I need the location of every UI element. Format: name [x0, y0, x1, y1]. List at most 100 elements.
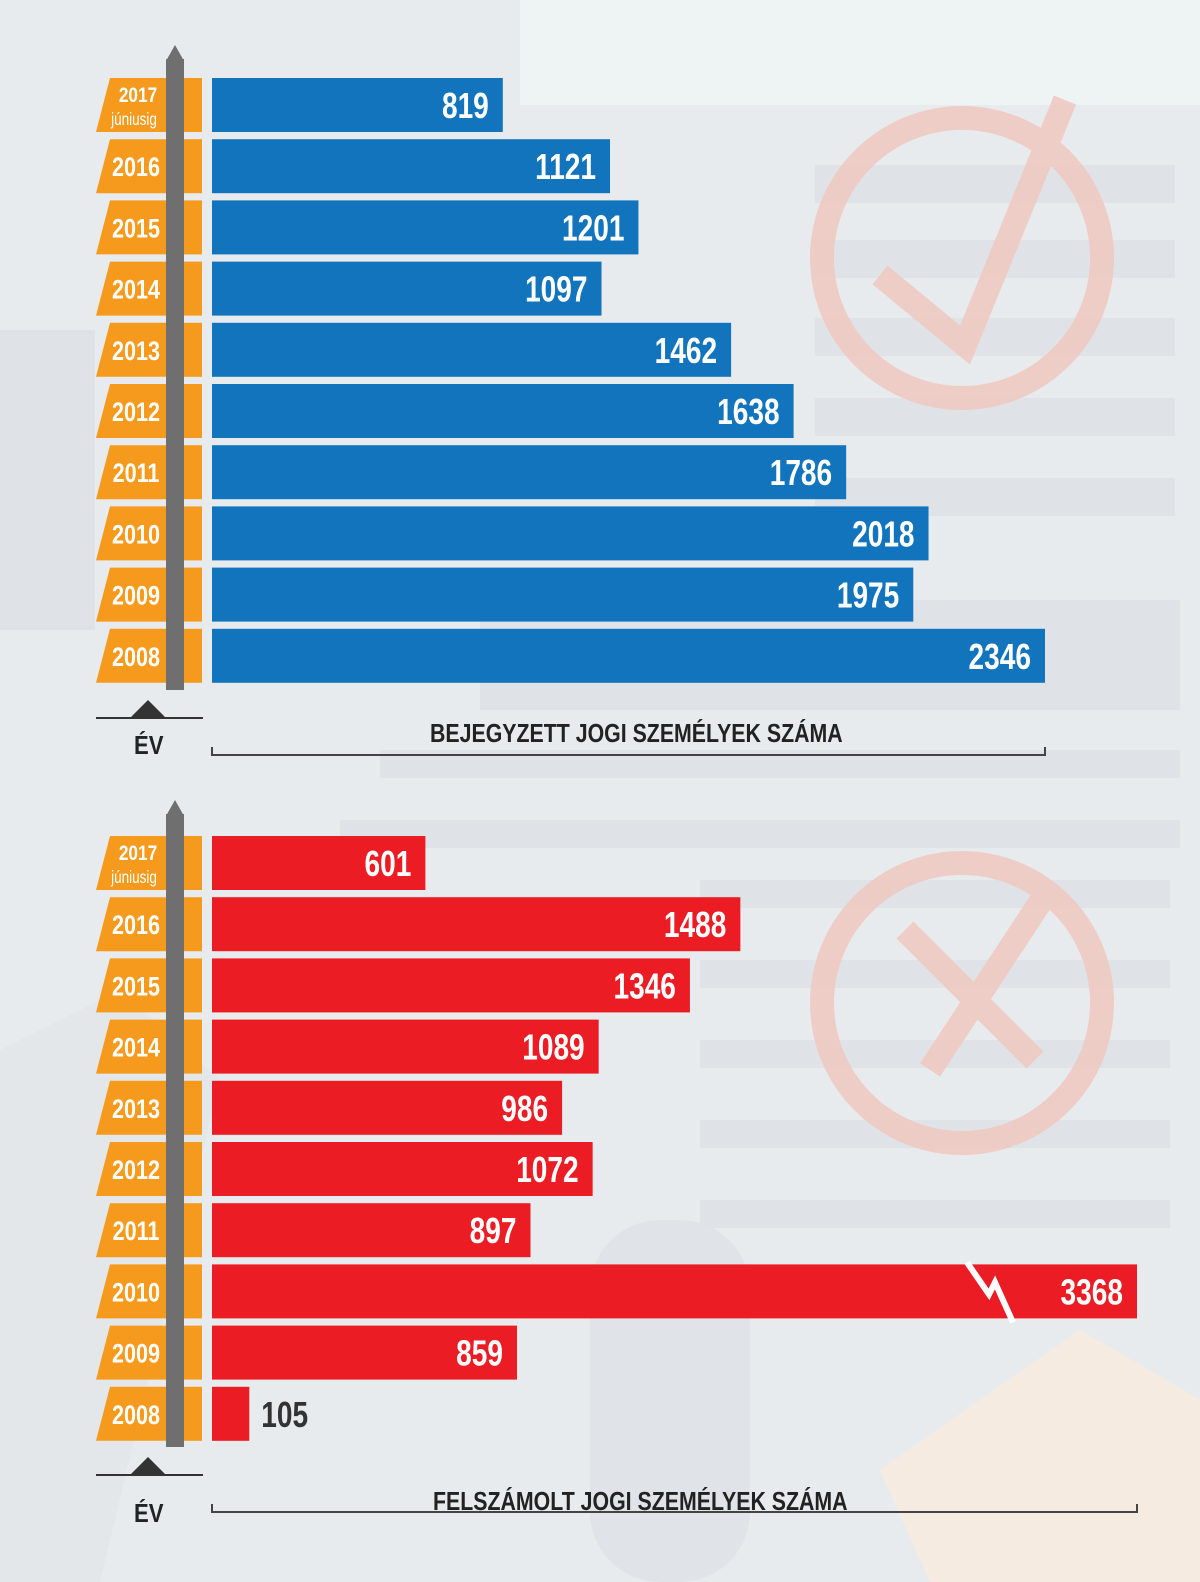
- year-tag-tail: [184, 958, 202, 1013]
- value-label: 2346: [969, 636, 1031, 676]
- year-tag: [96, 261, 166, 316]
- year-label: 2011: [113, 1217, 160, 1247]
- year-label: 2008: [112, 643, 160, 673]
- bar: [212, 200, 639, 255]
- bar: [212, 1203, 531, 1258]
- axis-break-icon: [964, 1260, 1016, 1324]
- year-label: 2015: [112, 972, 160, 1002]
- year-tag-tail: [184, 1019, 202, 1074]
- bar: [212, 1386, 250, 1441]
- bar: [212, 958, 690, 1013]
- year-tag: [96, 1142, 166, 1196]
- year-tag-tail: [184, 322, 202, 377]
- year-tag-tail: [184, 1142, 202, 1196]
- value-axis-bracket: [211, 747, 1046, 756]
- year-tag: [96, 1264, 166, 1319]
- value-label: 1638: [717, 392, 779, 432]
- year-label: 2015: [112, 214, 160, 244]
- year-label: 2014: [112, 275, 160, 305]
- up-triangle-icon: [130, 700, 166, 718]
- year-label: 2013: [112, 337, 160, 367]
- year-tag-tail: [184, 200, 202, 255]
- year-tag: [96, 567, 166, 622]
- value-label: 1072: [516, 1150, 578, 1190]
- value-label: 1089: [522, 1027, 584, 1067]
- year-label: 2009: [112, 1339, 160, 1369]
- value-label: 601: [365, 844, 412, 884]
- year-tag-tail: [184, 506, 202, 561]
- value-label: 1786: [770, 453, 832, 493]
- year-tag: [96, 445, 166, 500]
- year-label: 2010: [112, 520, 160, 550]
- year-tag: [96, 836, 166, 890]
- year-label: 2011: [113, 459, 160, 489]
- value-label: 1975: [837, 575, 899, 615]
- timeline-arrow-icon: [166, 800, 184, 816]
- timeline-arrow-icon: [166, 45, 184, 61]
- chart-title: BEJEGYZETT JOGI SZEMÉLYEK SZÁMA: [430, 718, 843, 748]
- year-tag-tail: [184, 1080, 202, 1135]
- value-label: 2018: [852, 514, 914, 554]
- year-tag-tail: [184, 261, 202, 316]
- year-tag: [96, 958, 166, 1013]
- year-sublabel: júniusig: [110, 868, 157, 887]
- year-tag-tail: [184, 836, 202, 890]
- value-label: 1346: [613, 966, 675, 1006]
- year-label: 2010: [112, 1278, 160, 1308]
- bar: [212, 1080, 563, 1135]
- bar: [212, 1142, 593, 1196]
- bar: [212, 322, 732, 377]
- year-tag: [96, 200, 166, 255]
- year-tag-tail: [184, 567, 202, 622]
- year-sublabel: júniusig: [110, 110, 157, 129]
- value-axis-bracket: [211, 1504, 1138, 1513]
- year-tag: [96, 78, 166, 132]
- year-tag-tail: [184, 78, 202, 132]
- bar: [212, 897, 741, 952]
- timeline-axis: [166, 814, 184, 1447]
- registered-entities-chart: 2017 júniusig 819 2016 1121 2015 1201 2014 1097 2…: [0, 0, 1200, 780]
- year-label: 2013: [112, 1095, 160, 1125]
- bar: [212, 261, 602, 316]
- year-label: 2012: [112, 398, 160, 428]
- year-label: 2016: [112, 911, 160, 941]
- year-tag-tail: [184, 1264, 202, 1319]
- check-icon: [810, 95, 1114, 410]
- bar: [212, 78, 503, 132]
- value-label: 1121: [535, 147, 596, 187]
- cross-icon: [810, 851, 1114, 1155]
- year-label: 2009: [112, 581, 160, 611]
- year-tag-tail: [184, 445, 202, 500]
- year-tag: [96, 506, 166, 561]
- year-tag-tail: [184, 628, 202, 683]
- bar: [212, 567, 914, 622]
- year-tag-tail: [184, 897, 202, 952]
- year-tag: [96, 897, 166, 952]
- year-tag-tail: [184, 1386, 202, 1441]
- value-label: 859: [456, 1333, 503, 1373]
- year-tag: [96, 1080, 166, 1135]
- registered-entities-plot: 2017 júniusig 819 2016 1121 2015 1201 2014 1097 2…: [96, 45, 1046, 756]
- bar: [212, 628, 1045, 683]
- value-label: 3368: [1061, 1272, 1123, 1312]
- timeline-axis: [166, 59, 184, 690]
- year-tag: [96, 322, 166, 377]
- year-tag: [96, 628, 166, 683]
- chart-title: FELSZÁMOLT JOGI SZEMÉLYEK SZÁMA: [433, 1486, 848, 1516]
- year-label: 2016: [112, 153, 160, 183]
- up-triangle-icon: [130, 1457, 166, 1475]
- year-tag: [96, 384, 166, 438]
- year-tag: [96, 1386, 166, 1441]
- year-label: 2017: [119, 843, 157, 866]
- bar: [212, 836, 426, 890]
- value-label: 986: [501, 1088, 548, 1128]
- year-tag-tail: [184, 384, 202, 438]
- value-label: 1097: [525, 269, 587, 309]
- year-tag: [96, 139, 166, 194]
- year-tag-tail: [184, 139, 202, 194]
- year-label: 2014: [112, 1033, 160, 1063]
- bar: [212, 1264, 1137, 1319]
- value-label: 105: [261, 1394, 308, 1434]
- value-label: 1201: [562, 208, 624, 248]
